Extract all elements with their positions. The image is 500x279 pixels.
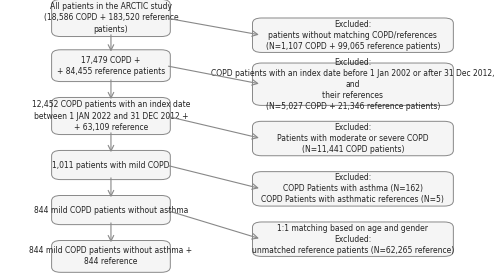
FancyBboxPatch shape [52, 196, 171, 225]
FancyBboxPatch shape [252, 222, 454, 256]
FancyBboxPatch shape [52, 240, 171, 272]
FancyBboxPatch shape [252, 18, 454, 52]
FancyBboxPatch shape [252, 63, 454, 105]
Text: 12,452 COPD patients with an index date
between 1 JAN 2022 and 31 DEC 2012 +
+ 6: 12,452 COPD patients with an index date … [32, 100, 190, 132]
FancyBboxPatch shape [52, 150, 171, 180]
Text: 1,011 patients with mild COPD: 1,011 patients with mild COPD [52, 160, 170, 170]
Text: Excluded:
COPD patients with an index date before 1 Jan 2002 or after 31 Dec 201: Excluded: COPD patients with an index da… [211, 57, 494, 111]
FancyBboxPatch shape [52, 50, 171, 81]
Text: Excluded:
patients without matching COPD/references
(N=1,107 COPD + 99,065 refer: Excluded: patients without matching COPD… [266, 20, 440, 51]
FancyBboxPatch shape [52, 97, 171, 134]
FancyBboxPatch shape [252, 172, 454, 206]
Text: 844 mild COPD patients without asthma +
844 reference: 844 mild COPD patients without asthma + … [30, 246, 192, 266]
FancyBboxPatch shape [52, 0, 171, 37]
Text: Excluded:
COPD Patients with asthma (N=162)
COPD Patients with asthmatic referen: Excluded: COPD Patients with asthma (N=1… [262, 173, 444, 205]
Text: All patients in the ARCTIC study
(18,586 COPD + 183,520 reference
patients): All patients in the ARCTIC study (18,586… [44, 3, 178, 33]
Text: 844 mild COPD patients without asthma: 844 mild COPD patients without asthma [34, 206, 188, 215]
Text: Excluded:
Patients with moderate or severe COPD
(N=11,441 COPD patients): Excluded: Patients with moderate or seve… [277, 123, 428, 154]
Text: 17,479 COPD +
+ 84,455 reference patients: 17,479 COPD + + 84,455 reference patient… [57, 56, 165, 76]
Text: 1:1 matching based on age and gender
Excluded:
unmatched reference patients (N=6: 1:1 matching based on age and gender Exc… [252, 223, 454, 255]
FancyBboxPatch shape [252, 121, 454, 156]
